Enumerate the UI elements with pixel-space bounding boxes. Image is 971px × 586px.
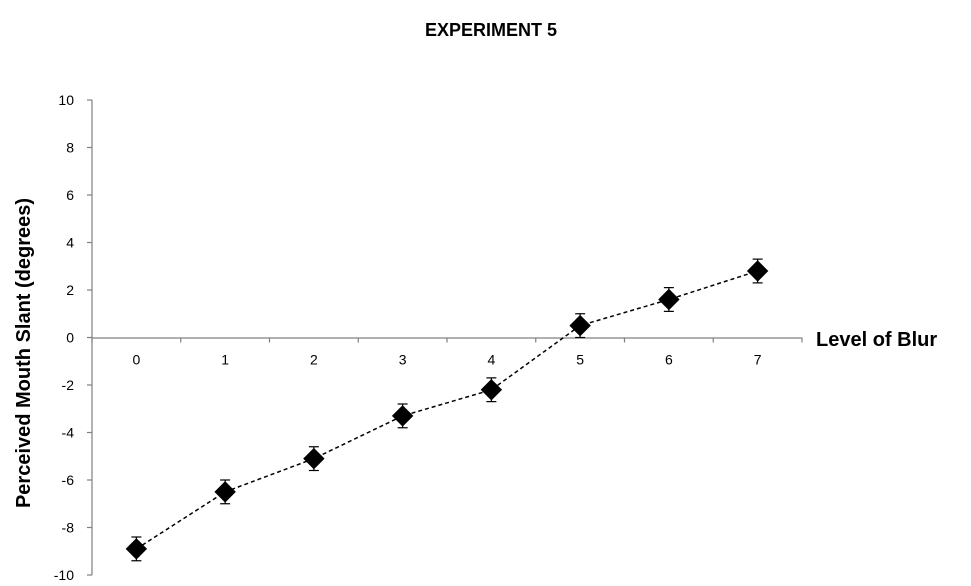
y-axis-label: Perceived Mouth Slant (degrees) — [13, 198, 35, 508]
data-markers — [125, 260, 769, 560]
data-point-diamond — [125, 538, 148, 560]
y-tick-label: 10 — [58, 92, 74, 108]
y-tick-label: 8 — [66, 140, 74, 156]
y-tick-label: 2 — [66, 282, 74, 298]
x-tick-label: 6 — [665, 352, 673, 368]
data-point-diamond — [303, 447, 325, 470]
data-point-diamond — [391, 405, 414, 427]
x-tick-label: 7 — [754, 352, 762, 368]
data-point-diamond — [746, 260, 769, 282]
x-tick-label: 2 — [310, 352, 318, 368]
x-tick-label: 0 — [132, 352, 140, 368]
y-tick-label: -8 — [62, 520, 75, 536]
y-tick-label: -4 — [62, 425, 75, 441]
x-tick-label: 1 — [221, 352, 229, 368]
data-point-diamond — [214, 481, 236, 503]
y-tick-label: -2 — [62, 377, 75, 393]
x-tick-label: 4 — [487, 352, 495, 368]
data-point-diamond — [569, 314, 591, 337]
y-tick-label: 0 — [66, 330, 74, 346]
chart-title: EXPERIMENT 5 — [425, 20, 557, 40]
y-tick-label: 6 — [66, 187, 74, 203]
x-tick-label: 3 — [399, 352, 407, 368]
series-line — [135, 270, 758, 550]
x-ticks: 0 1 2 3 4 5 6 7 — [91, 337, 803, 368]
data-point-diamond — [480, 379, 503, 401]
y-tick-label: 4 — [66, 235, 74, 251]
data-point-diamond — [658, 288, 680, 311]
y-tick-label: -6 — [62, 472, 75, 488]
y-ticks: 10 8 6 4 2 0 -2 -4 -6 -8 -10 — [54, 92, 92, 583]
x-axis-label: Level of Blur — [816, 329, 937, 351]
y-tick-label: -10 — [54, 567, 74, 583]
x-tick-label: 5 — [576, 352, 584, 368]
